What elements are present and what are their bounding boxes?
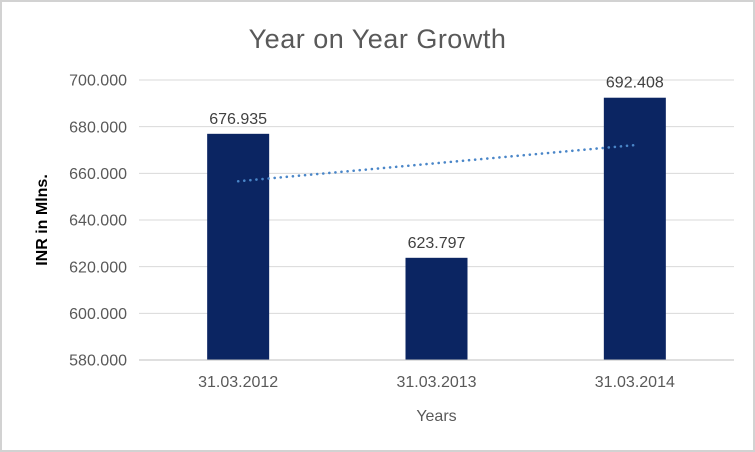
y-tick-label: 600.000 — [69, 306, 127, 323]
bar-value-label: 623.797 — [408, 235, 466, 252]
bar-31.03.2013 — [405, 257, 468, 360]
y-tick-label: 640.000 — [69, 213, 127, 230]
y-tick-label: 660.000 — [69, 166, 127, 183]
y-tick-label: 620.000 — [69, 259, 127, 276]
x-tick-label: 31.03.2012 — [198, 374, 278, 391]
bar-31.03.2014 — [603, 97, 666, 361]
y-tick-label: 700.000 — [69, 73, 127, 90]
y-tick-label: 580.000 — [69, 353, 127, 370]
x-tick-label: 31.03.2014 — [595, 374, 675, 391]
bar-31.03.2012 — [207, 133, 270, 360]
x-tick-label: 31.03.2013 — [396, 374, 476, 391]
x-axis-title: Years — [416, 408, 457, 425]
y-tick-label: 680.000 — [69, 119, 127, 136]
bar-value-label: 676.935 — [209, 111, 267, 128]
bar-value-label: 692.408 — [606, 75, 664, 92]
chart-title: Year on Year Growth — [248, 24, 507, 54]
trendline — [236, 143, 637, 183]
